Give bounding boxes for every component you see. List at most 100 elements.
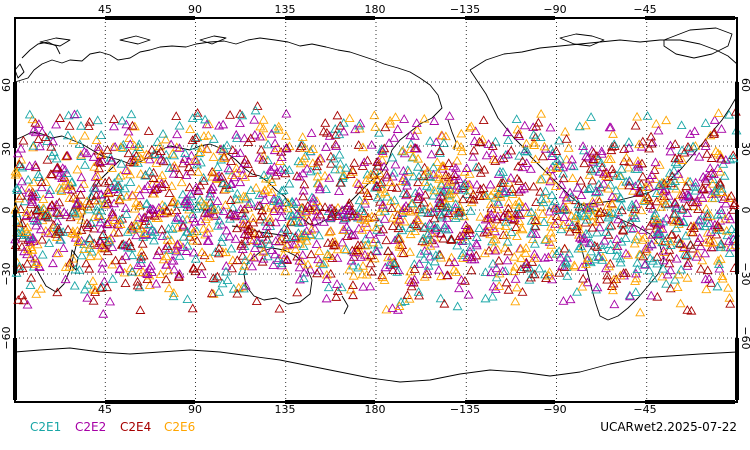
occultation-marker xyxy=(294,262,305,272)
occultation-marker xyxy=(352,210,363,220)
occultation-marker xyxy=(687,197,698,206)
occultation-marker xyxy=(179,154,190,163)
top-tick-label: 45 xyxy=(98,3,112,16)
occultation-marker xyxy=(725,154,736,164)
occultation-marker xyxy=(459,179,470,189)
occultation-marker xyxy=(131,230,142,240)
occultation-marker xyxy=(452,139,463,149)
occultation-marker xyxy=(500,221,511,231)
occultation-marker xyxy=(224,182,235,192)
occultation-marker xyxy=(585,183,596,192)
occultation-marker xyxy=(693,215,704,225)
occultation-marker xyxy=(107,274,118,283)
occultation-marker xyxy=(705,237,716,247)
occultation-marker xyxy=(387,171,398,181)
occultation-marker xyxy=(40,210,51,220)
occultation-marker xyxy=(638,251,649,261)
occultation-marker xyxy=(318,259,329,269)
occultation-marker xyxy=(550,181,561,190)
occultation-marker xyxy=(276,152,287,161)
occultation-marker xyxy=(91,177,102,187)
occultation-marker xyxy=(363,191,374,200)
occultation-marker xyxy=(668,181,679,190)
occultation-marker xyxy=(62,130,73,140)
occultation-marker xyxy=(508,266,519,276)
occultation-marker xyxy=(537,209,548,218)
occultation-marker xyxy=(690,185,701,195)
occultation-marker xyxy=(243,199,254,208)
occultation-marker xyxy=(324,131,335,140)
occultation-marker xyxy=(616,164,627,173)
occultation-marker xyxy=(172,212,183,221)
occultation-marker xyxy=(361,269,372,279)
occultation-marker xyxy=(575,175,586,185)
occultation-marker xyxy=(618,225,629,235)
occultation-marker xyxy=(418,233,429,243)
occultation-marker xyxy=(248,217,259,227)
occultation-marker xyxy=(135,305,146,314)
occultation-marker xyxy=(240,154,251,164)
occultation-marker xyxy=(346,255,357,265)
occultation-marker xyxy=(38,194,49,204)
occultation-marker xyxy=(75,149,86,159)
occultation-marker xyxy=(107,155,117,165)
occultation-marker xyxy=(519,120,530,130)
occultation-marker xyxy=(559,212,570,222)
occultation-marker xyxy=(558,189,569,199)
occultation-marker xyxy=(160,179,171,188)
occultation-marker xyxy=(35,283,46,293)
occultation-marker xyxy=(190,154,201,164)
occultation-marker xyxy=(344,264,355,274)
coastline-north-america xyxy=(469,39,738,71)
occultation-marker xyxy=(21,207,32,217)
occultation-marker xyxy=(235,177,246,187)
occultation-marker xyxy=(415,248,426,258)
occultation-marker xyxy=(14,263,25,273)
occultation-marker xyxy=(419,254,429,263)
occultation-marker xyxy=(341,222,352,231)
occultation-marker xyxy=(114,181,125,191)
occultation-marker xyxy=(125,139,136,148)
occultation-marker xyxy=(697,183,708,193)
occultation-marker xyxy=(638,195,649,205)
occultation-marker xyxy=(24,187,35,197)
occultation-marker xyxy=(113,227,124,237)
occultation-marker xyxy=(335,177,346,187)
occultation-marker xyxy=(184,156,194,166)
occultation-marker xyxy=(299,153,310,163)
occultation-marker xyxy=(496,178,507,187)
occultation-marker xyxy=(358,281,369,291)
occultation-marker xyxy=(365,250,376,260)
occultation-marker xyxy=(578,141,589,150)
occultation-marker xyxy=(579,158,590,168)
occultation-marker xyxy=(251,296,262,306)
occultation-marker xyxy=(702,149,712,158)
occultation-marker xyxy=(705,163,716,173)
occultation-marker xyxy=(74,265,85,274)
occultation-marker xyxy=(79,284,90,294)
occultation-marker xyxy=(220,266,231,276)
occultation-marker xyxy=(171,111,182,120)
occultation-marker xyxy=(185,188,196,198)
occultation-marker xyxy=(405,138,416,148)
occultation-marker xyxy=(202,227,213,237)
occultation-marker xyxy=(392,124,403,133)
occultation-marker xyxy=(406,277,417,286)
occultation-marker xyxy=(52,287,63,297)
occultation-marker xyxy=(401,177,412,186)
occultation-marker xyxy=(218,119,229,129)
occultation-marker xyxy=(102,145,113,154)
occultation-marker xyxy=(193,201,204,210)
occultation-marker xyxy=(93,142,104,151)
top-tick-label: −90 xyxy=(543,3,566,16)
occultation-marker xyxy=(172,129,183,139)
occultation-marker xyxy=(665,283,676,293)
occultation-marker xyxy=(608,274,619,284)
occultation-markers xyxy=(10,101,742,318)
occultation-marker xyxy=(545,164,556,173)
occultation-marker xyxy=(302,163,313,173)
occultation-marker xyxy=(539,252,550,262)
occultation-marker xyxy=(594,196,605,206)
occultation-marker xyxy=(131,221,142,231)
occultation-marker xyxy=(586,237,597,247)
